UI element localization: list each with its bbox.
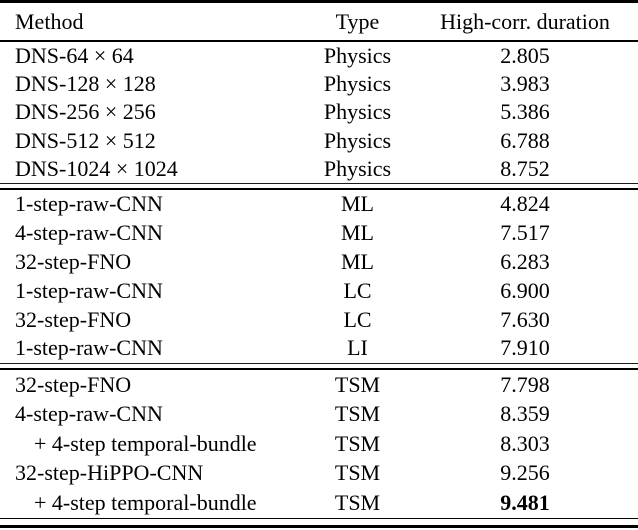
table-row: 4-step-raw-CNN ML 7.517 — [0, 219, 638, 248]
cell-method: + 4-step temporal-bundle — [34, 430, 257, 456]
section-physics: DNS-64 × 64 Physics 2.805 DNS-128 × 128 … — [0, 42, 638, 183]
cell-method: 32-step-FNO — [15, 248, 132, 274]
cell-type: LI — [347, 335, 368, 361]
cell-method: DNS-64 × 64 — [15, 43, 134, 69]
cell-method: DNS-512 × 512 — [15, 127, 156, 153]
cell-duration: 2.805 — [500, 43, 550, 69]
cell-type: TSM — [334, 460, 381, 486]
table-row: + 4-step temporal-bundle TSM 8.303 — [0, 429, 638, 459]
cell-duration: 8.303 — [500, 430, 550, 456]
cell-type: TSM — [334, 371, 381, 397]
section-tsm: 32-step-FNO TSM 7.798 4-step-raw-CNN TSM… — [0, 370, 638, 518]
cell-type: Physics — [323, 155, 392, 181]
cell-type: TSM — [334, 401, 381, 427]
table-row: 1-step-raw-CNN LC 6.900 — [0, 276, 638, 305]
cell-method: 1-step-raw-CNN — [15, 277, 163, 303]
cell-duration: 7.910 — [500, 335, 550, 361]
cell-type: TSM — [334, 489, 381, 515]
cell-method: DNS-128 × 128 — [15, 71, 156, 97]
cell-duration: 8.359 — [500, 401, 550, 427]
cell-duration: 9.256 — [500, 460, 550, 486]
table-row: 1-step-raw-CNN LI 7.910 — [0, 334, 638, 363]
column-header-duration: High-corr. duration — [440, 8, 610, 34]
cell-duration: 7.517 — [500, 220, 550, 246]
cell-duration: 6.283 — [500, 248, 550, 274]
cell-type: ML — [341, 220, 374, 246]
table-row: DNS-128 × 128 Physics 3.983 — [0, 70, 638, 98]
table-row: DNS-256 × 256 Physics 5.386 — [0, 98, 638, 126]
cell-duration: 5.386 — [500, 99, 550, 125]
cell-duration: 6.788 — [500, 127, 550, 153]
cell-method: 1-step-raw-CNN — [15, 335, 163, 361]
cell-type: ML — [341, 191, 374, 217]
table-row: 32-step-FNO ML 6.283 — [0, 248, 638, 277]
cell-method: 32-step-FNO — [15, 371, 132, 397]
cell-duration-best: 9.481 — [500, 489, 550, 515]
cell-type: LC — [343, 277, 372, 303]
cell-type: LC — [343, 306, 372, 332]
cell-type: Physics — [323, 71, 392, 97]
table-top-rule — [0, 0, 638, 3]
header-separator-rule — [0, 40, 638, 42]
cell-method: 1-step-raw-CNN — [15, 191, 163, 217]
cell-type: Physics — [323, 99, 392, 125]
table-row: DNS-64 × 64 Physics 2.805 — [0, 42, 638, 70]
cell-method: 32-step-FNO — [15, 306, 132, 332]
table-bottom-rule — [0, 517, 638, 528]
cell-duration: 3.983 — [500, 71, 550, 97]
section-ml-baselines: 1-step-raw-CNN ML 4.824 4-step-raw-CNN M… — [0, 190, 638, 363]
cell-method: + 4-step temporal-bundle — [34, 489, 257, 515]
table-row: 32-step-HiPPO-CNN TSM 9.256 — [0, 459, 638, 489]
cell-method: DNS-1024 × 1024 — [15, 155, 178, 181]
section-separator-rule — [0, 362, 638, 370]
cell-method: 4-step-raw-CNN — [15, 401, 163, 427]
cell-duration: 6.900 — [500, 277, 550, 303]
cell-method: DNS-256 × 256 — [15, 99, 156, 125]
table-row: 32-step-FNO LC 7.630 — [0, 305, 638, 334]
cell-duration: 4.824 — [500, 191, 550, 217]
cell-type: Physics — [323, 43, 392, 69]
cell-type: TSM — [334, 430, 381, 456]
table-row: 1-step-raw-CNN ML 4.824 — [0, 190, 638, 219]
table-row: DNS-1024 × 1024 Physics 8.752 — [0, 155, 638, 183]
cell-type: Physics — [323, 127, 392, 153]
cell-duration: 8.752 — [500, 155, 550, 181]
cell-type: ML — [341, 248, 374, 274]
cell-duration: 7.798 — [500, 371, 550, 397]
table-row: + 4-step temporal-bundle TSM 9.481 — [0, 488, 638, 518]
table-row: 4-step-raw-CNN TSM 8.359 — [0, 399, 638, 429]
cell-duration: 7.630 — [500, 306, 550, 332]
table-row: DNS-512 × 512 Physics 6.788 — [0, 127, 638, 155]
table-row: 32-step-FNO TSM 7.798 — [0, 370, 638, 400]
table-header-row: Method Type High-corr. duration — [0, 3, 638, 40]
cell-method: 4-step-raw-CNN — [15, 220, 163, 246]
column-header-type: Type — [335, 8, 380, 34]
cell-method: 32-step-HiPPO-CNN — [15, 460, 204, 486]
column-header-method: Method — [15, 8, 84, 34]
section-separator-rule — [0, 182, 638, 190]
